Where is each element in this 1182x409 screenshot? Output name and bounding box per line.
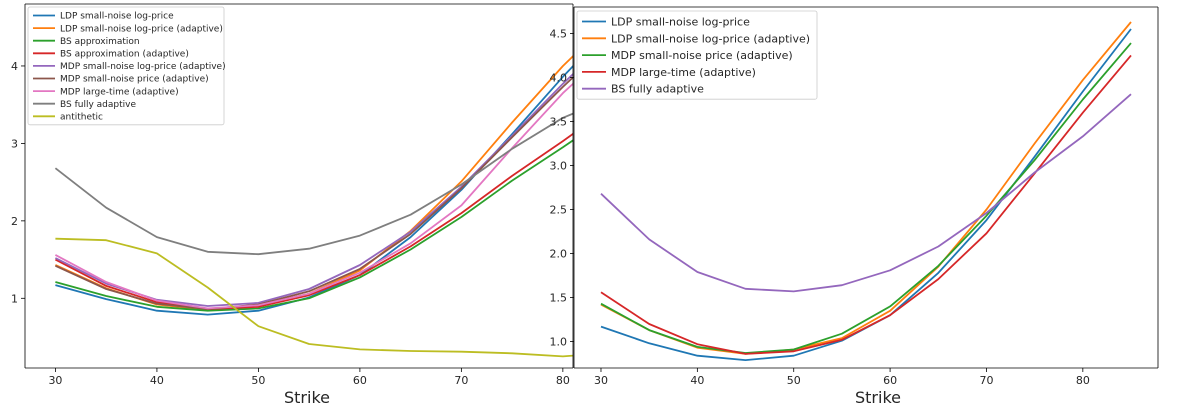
left-legend-entry: MDP small-noise log-price (adaptive) [60,62,226,72]
left-series-line-7 [54,82,573,310]
left-legend-frame [27,6,225,126]
left-series-line-8 [54,112,573,256]
series-group-right [600,21,1132,362]
left-x-tick-label: 50 [251,374,265,387]
left-legend-entry: BS approximation (adaptive) [60,50,189,60]
left-x-tick-label: 70 [454,374,468,387]
left-y-tick-label: 1 [11,292,18,305]
x-axis-title-right: Strike [855,388,901,407]
legend-right: LDP small-noise log-price LDP small-noise… [576,10,818,100]
right-legend-entry: MDP small-noise price (adaptive) [611,49,793,62]
left-x-tick-label: 80 [556,374,570,387]
left-y-tick-label: 2 [11,215,18,228]
right-legend-entry: BS fully adaptive [611,83,704,96]
right-series-line-4 [600,54,1132,355]
right-y-tick-label: 2.0 [550,248,568,261]
legend-left: LDP small-noise log-price LDP small-noise… [27,6,226,126]
right-series-line-5 [600,93,1132,293]
left-y-tick-label: 3 [11,137,18,150]
right-y-tick-label: 2.5 [550,204,568,217]
left-series-line-9 [55,237,573,358]
right-x-tick-label: 30 [594,374,608,387]
series-group-left [54,55,573,358]
right-y-tick-label: 4.0 [550,71,568,84]
x-axis-title-left: Strike [284,388,330,407]
right-y-tick-label: 1.0 [550,336,568,349]
ticks-left: 30 40 50 60 70 80 1 2 3 4 [11,60,570,387]
right-x-tick-label: 50 [787,374,801,387]
right-x-tick-label: 40 [690,374,704,387]
right-y-tick-label: 1.5 [550,292,568,305]
left-series-line-1 [55,64,573,316]
left-y-tick-label: 4 [11,60,18,73]
right-y-tick-label: 3.5 [550,115,568,128]
left-x-tick-label: 30 [48,374,62,387]
left-series-line-4 [54,132,573,311]
ticks-right: 30 40 50 60 70 80 1.0 1.5 2.0 2.5 3.0 3.5 4.0 4.5 [550,27,1090,387]
left-legend-entry: MDP small-noise price (adaptive) [60,75,209,85]
left-legend-entry: BS fully adaptive [60,100,136,110]
chart-left: 30 40 50 60 70 80 1 2 3 4 Strike LDP small-noise … [11,3,574,407]
left-series-line-6 [55,76,573,311]
axes-right [573,6,1159,369]
right-y-tick-label: 4.5 [550,27,568,40]
left-legend-entry: MDP large-time (adaptive) [60,87,179,97]
right-legend-frame [576,10,818,100]
left-legend-entry: antithetic [60,113,103,123]
right-legend-entry: MDP large-time (adaptive) [611,66,756,79]
left-legend-entry: LDP small-noise log-price [60,12,174,22]
left-legend-entry: LDP small-noise log-price (adaptive) [60,24,223,34]
right-legend-entry: LDP small-noise log-price (adaptive) [611,32,810,45]
right-series-line-3 [600,42,1132,354]
left-legend-entry: BS approximation [60,37,140,47]
left-x-tick-label: 60 [353,374,367,387]
right-x-tick-label: 80 [1076,374,1090,387]
right-x-tick-label: 60 [883,374,897,387]
left-series-line-3 [55,139,573,312]
right-y-tick-label: 3.0 [550,159,568,172]
axes-left [24,3,574,369]
right-x-tick-label: 70 [979,374,993,387]
left-x-tick-label: 40 [150,374,164,387]
right-legend-entry: LDP small-noise log-price [611,15,750,28]
